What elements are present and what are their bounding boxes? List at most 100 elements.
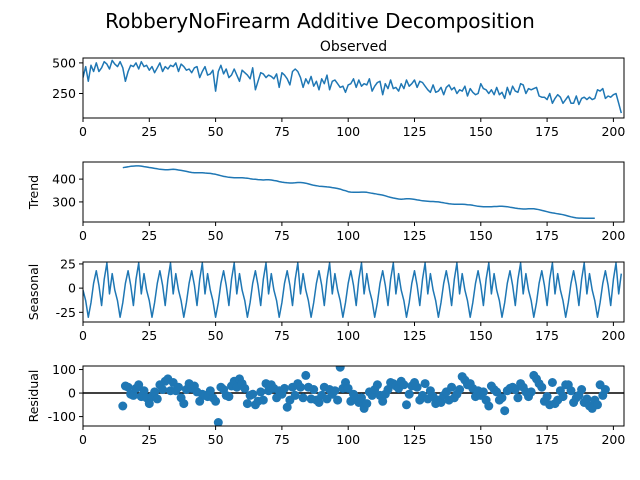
residual-point	[242, 399, 252, 409]
seasonal-xtick-label: 75	[274, 328, 290, 343]
residual-point	[436, 398, 446, 407]
residual-point	[309, 385, 319, 394]
trend-xtick-label: 150	[469, 228, 493, 243]
residual-point	[296, 382, 305, 392]
residual-xtick-label: 100	[336, 432, 360, 447]
residual-point	[335, 366, 345, 372]
residual-point	[372, 380, 382, 390]
residual-point	[500, 406, 510, 416]
seasonal-ytick-label: -25	[56, 305, 76, 320]
residual-frame	[82, 365, 625, 427]
residual-point	[378, 396, 388, 406]
seasonal-frame	[82, 261, 625, 323]
trend-xtick-label: 200	[601, 228, 625, 243]
residual-point	[582, 394, 592, 404]
residual-point	[213, 418, 223, 426]
residual-point	[402, 400, 411, 410]
seasonal-xtick-label: 175	[535, 328, 559, 343]
observed-series-line	[83, 59, 623, 114]
residual-xtick-label: 175	[535, 432, 559, 447]
residual-ylabel: Residual	[26, 370, 41, 423]
residual-point	[478, 387, 488, 397]
trend-xtick-label: 175	[535, 228, 559, 243]
residual-point	[290, 390, 300, 400]
residual-point	[248, 389, 258, 399]
residual-point	[455, 385, 465, 394]
seasonal-ytick-label: 0	[68, 281, 76, 296]
observed-xtick-label: 100	[336, 124, 360, 139]
residual-point	[420, 379, 430, 389]
observed-xtick-label: 125	[403, 124, 427, 139]
residual-point	[558, 392, 568, 402]
residual-point	[537, 382, 547, 392]
trend-xtick-label: 0	[79, 228, 87, 243]
residual-point	[383, 385, 393, 394]
residual-point	[343, 383, 353, 393]
trend-frame	[82, 161, 625, 223]
residual-ytick-label: 0	[68, 386, 76, 401]
trend-ytick-label: 400	[52, 172, 76, 187]
residual-point	[542, 392, 552, 402]
residual-point	[144, 399, 154, 409]
residual-point	[128, 390, 138, 400]
residual-point	[593, 400, 602, 410]
residual-xtick-label: 0	[79, 432, 87, 447]
residual-point	[362, 399, 372, 409]
residual-point	[152, 394, 162, 404]
residual-point	[280, 383, 289, 393]
trend-xtick-label: 100	[336, 228, 360, 243]
residual-point	[195, 396, 205, 406]
residual-point	[282, 402, 292, 412]
observed-xtick-label: 175	[535, 124, 559, 139]
residual-point	[399, 380, 409, 390]
trend-panel: Trend 0 25 50 75 100 125 150 175 200 300 400	[26, 161, 625, 243]
seasonal-xtick-label: 150	[469, 328, 493, 343]
residual-point	[526, 387, 536, 397]
observed-xtick-label: 150	[469, 124, 493, 139]
residual-point	[298, 393, 308, 403]
residual-point	[256, 387, 266, 397]
residual-point	[492, 387, 502, 397]
residual-xtick-label: 200	[601, 432, 625, 447]
residual-point	[258, 395, 268, 405]
seasonal-series-line	[83, 262, 623, 318]
residual-point	[118, 401, 128, 411]
observed-ytick-label: 250	[52, 86, 76, 101]
seasonal-ytick-label: 25	[60, 256, 76, 271]
residual-point	[510, 385, 520, 394]
residual-ytick-label: 100	[52, 362, 76, 377]
residual-point	[577, 385, 587, 394]
residual-xtick-label: 125	[403, 432, 427, 447]
residual-point	[330, 386, 340, 396]
residual-point	[134, 380, 144, 390]
trend-xtick-label: 75	[274, 228, 290, 243]
trend-ytick-label: 300	[52, 194, 76, 209]
observed-frame	[82, 57, 625, 119]
seasonal-xtick-label: 0	[79, 328, 87, 343]
residual-point	[566, 386, 576, 396]
seasonal-xtick-label: 200	[601, 328, 625, 343]
residual-point	[314, 398, 324, 407]
residual-point	[150, 387, 160, 397]
residual-point	[301, 370, 311, 380]
seasonal-xtick-label: 125	[403, 328, 427, 343]
residual-point	[333, 395, 343, 405]
residual-point	[600, 385, 610, 394]
residual-point	[412, 382, 422, 392]
residual-point	[205, 386, 215, 396]
observed-xtick-label: 50	[208, 124, 224, 139]
residual-point	[513, 393, 523, 403]
observed-title: Observed	[320, 39, 387, 55]
residual-ytick-label: -100	[48, 409, 76, 424]
seasonal-ylabel: Seasonal	[26, 264, 41, 321]
trend-series-line	[122, 165, 595, 220]
trend-xtick-label: 50	[208, 228, 224, 243]
residual-point	[404, 389, 414, 399]
observed-panel: Observed 0 25 50 75 100 125 150 175 200 250 500	[52, 39, 625, 139]
seasonal-xtick-label: 50	[208, 328, 224, 343]
figure-title: RobberyNoFirearm Additive Decomposition	[105, 9, 535, 33]
